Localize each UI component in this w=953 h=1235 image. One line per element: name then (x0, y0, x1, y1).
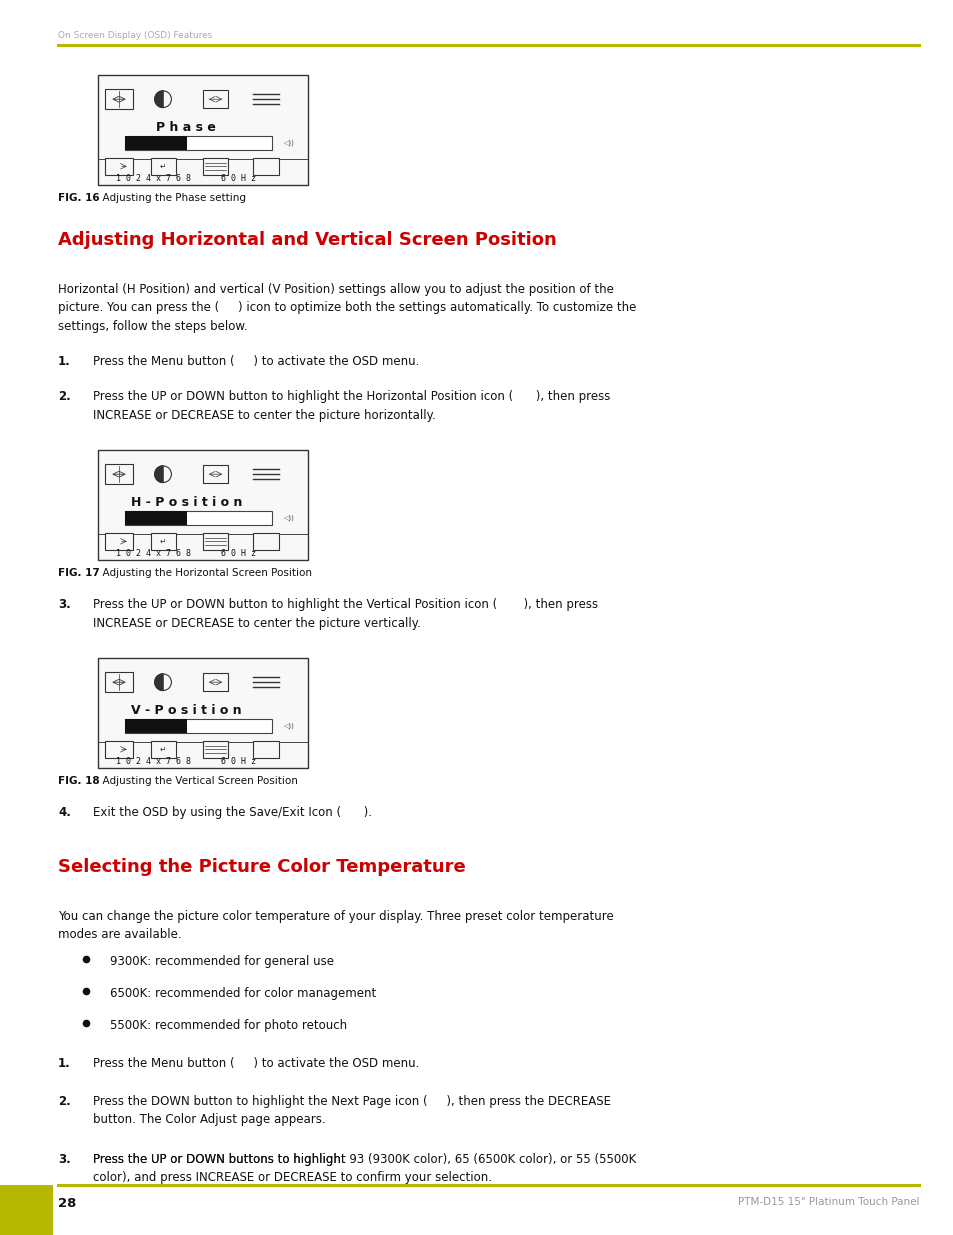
Polygon shape (154, 466, 163, 483)
Text: Press the UP or DOWN button to highlight the Horizontal Position icon (      ), : Press the UP or DOWN button to highlight… (92, 390, 610, 421)
Bar (203, 532, 228, 550)
Text: P h a s e: P h a s e (156, 121, 216, 135)
Bar (253, 158, 278, 174)
Text: 3.: 3. (58, 1153, 71, 1166)
Text: Adjusting the Vertical Screen Position: Adjusting the Vertical Screen Position (96, 776, 297, 785)
Bar (0, 1186, 53, 1235)
Text: Adjusting the Phase setting: Adjusting the Phase setting (96, 193, 246, 203)
Text: ◁)): ◁)) (283, 140, 294, 147)
Text: Press the DOWN button to highlight the Next Page icon (     ), then press the DE: Press the DOWN button to highlight the N… (92, 1095, 610, 1126)
Text: ↵: ↵ (160, 537, 166, 546)
Bar (105, 741, 132, 758)
Bar (105, 158, 132, 174)
Bar (125, 719, 272, 734)
Text: 2.: 2. (58, 390, 71, 403)
Text: ◁)): ◁)) (283, 515, 294, 521)
Bar (203, 741, 228, 758)
Text: 4.: 4. (58, 806, 71, 819)
Bar (253, 741, 278, 758)
Text: 6500K: recommended for color management: 6500K: recommended for color management (110, 987, 375, 1000)
Bar (125, 719, 187, 734)
Text: Horizontal (H Position) and vertical (V Position) settings allow you to adjust t: Horizontal (H Position) and vertical (V … (58, 283, 636, 333)
Bar (105, 672, 132, 692)
Bar (125, 511, 272, 525)
Text: Press the UP or DOWN buttons to highlight: Press the UP or DOWN buttons to highligh… (92, 1153, 349, 1166)
Text: FIG. 18: FIG. 18 (58, 776, 99, 785)
Bar (105, 464, 132, 484)
Bar (105, 532, 132, 550)
Text: 1.: 1. (58, 1057, 71, 1070)
Text: Press the UP or DOWN buttons to highlight 93 (9300K color), 65 (6500K color), or: Press the UP or DOWN buttons to highligh… (92, 1153, 636, 1184)
Text: FIG. 16: FIG. 16 (58, 193, 99, 203)
Bar (203, 466, 228, 483)
Polygon shape (154, 674, 163, 690)
Text: 28: 28 (58, 1197, 76, 1210)
Text: V - P o s i t i o n: V - P o s i t i o n (131, 704, 241, 718)
Bar (98, 75, 308, 185)
Text: On Screen Display (OSD) Features: On Screen Display (OSD) Features (58, 31, 213, 40)
Text: 3.: 3. (58, 598, 71, 611)
Text: Press the UP or DOWN button to highlight the Vertical Position icon (       ), t: Press the UP or DOWN button to highlight… (92, 598, 598, 630)
Text: ↵: ↵ (160, 745, 166, 753)
Text: Exit the OSD by using the Save/Exit Icon (      ).: Exit the OSD by using the Save/Exit Icon… (92, 806, 372, 819)
Bar (151, 532, 175, 550)
Text: 1.: 1. (58, 354, 71, 368)
Bar (253, 532, 278, 550)
Text: FIG. 17: FIG. 17 (58, 568, 100, 578)
Bar (151, 741, 175, 758)
Bar (203, 90, 228, 109)
Text: Adjusting Horizontal and Vertical Screen Position: Adjusting Horizontal and Vertical Screen… (58, 231, 557, 249)
Bar (98, 450, 308, 559)
Text: ◁)): ◁)) (283, 722, 294, 730)
Text: 1 0 2 4 x 7 6 8      6 0 H z: 1 0 2 4 x 7 6 8 6 0 H z (116, 757, 256, 766)
Bar (203, 673, 228, 692)
Bar (203, 158, 228, 174)
Text: 1 0 2 4 x 7 6 8      6 0 H z: 1 0 2 4 x 7 6 8 6 0 H z (116, 174, 256, 183)
Text: Selecting the Picture Color Temperature: Selecting the Picture Color Temperature (58, 858, 465, 876)
Text: Press the Menu button (     ) to activate the OSD menu.: Press the Menu button ( ) to activate th… (92, 354, 419, 368)
Polygon shape (154, 91, 163, 107)
Text: 9300K: recommended for general use: 9300K: recommended for general use (110, 955, 334, 968)
Bar (125, 511, 187, 525)
Text: You can change the picture color temperature of your display. Three preset color: You can change the picture color tempera… (58, 910, 613, 941)
Text: 5500K: recommended for photo retouch: 5500K: recommended for photo retouch (110, 1019, 347, 1032)
Text: Press the Menu button (     ) to activate the OSD menu.: Press the Menu button ( ) to activate th… (92, 1057, 419, 1070)
Bar (151, 158, 175, 174)
Text: 2.: 2. (58, 1095, 71, 1108)
Bar (105, 89, 132, 109)
Bar (125, 136, 272, 151)
Text: PTM-D15 15" Platinum Touch Panel: PTM-D15 15" Platinum Touch Panel (737, 1197, 918, 1207)
Text: Adjusting the Horizontal Screen Position: Adjusting the Horizontal Screen Position (96, 568, 312, 578)
Bar (125, 136, 187, 151)
Text: ↵: ↵ (160, 162, 166, 170)
Bar (98, 658, 308, 768)
Text: 1 0 2 4 x 7 6 8      6 0 H z: 1 0 2 4 x 7 6 8 6 0 H z (116, 548, 256, 558)
Text: H - P o s i t i o n: H - P o s i t i o n (131, 496, 242, 509)
